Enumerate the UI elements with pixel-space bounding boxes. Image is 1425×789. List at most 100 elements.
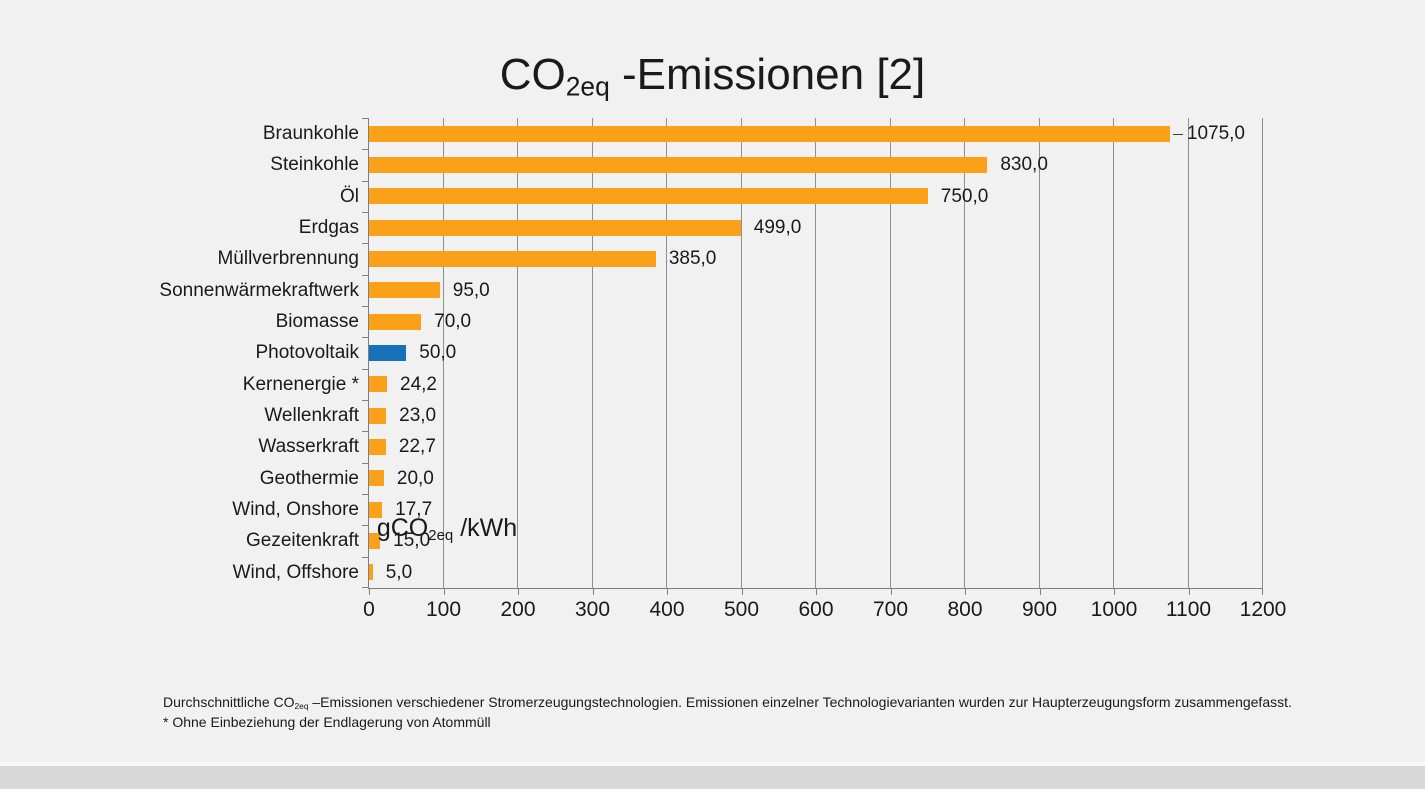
value-label: 385,0	[668, 248, 717, 270]
footnote-line-2: * Ohne Einbeziehung der Endlagerung von …	[163, 714, 491, 730]
value-label: 499,0	[753, 217, 802, 238]
x-tick-label: 400	[649, 598, 685, 621]
y-axis-tick	[362, 400, 368, 401]
x-tick-label: 900	[1021, 598, 1058, 621]
plot-area: 0 100 200 300 400 500 600 700 800 900 1000 1100 1200…	[159, 118, 1286, 621]
bar	[369, 188, 928, 205]
bar	[369, 313, 422, 330]
bar-row: Öl 750,0	[340, 181, 1263, 212]
bar	[369, 344, 407, 361]
bar-row: Wind, Offshore 5,0	[233, 557, 1263, 588]
bar	[369, 250, 656, 267]
bar	[369, 501, 383, 518]
bar-row: Biomasse 70,0	[276, 306, 1263, 337]
bar-row: Geothermie 20,0	[260, 463, 1263, 494]
y-axis-tick	[362, 494, 368, 495]
value-label: 750,0	[940, 185, 989, 207]
bar-row: Wellenkraft 23,0	[264, 400, 1263, 431]
x-axis-tick	[741, 588, 743, 595]
x-tick-label: 200	[500, 598, 536, 621]
x-tick-label: 600	[798, 598, 834, 621]
value-label: 20,0	[396, 467, 434, 489]
gridline	[1187, 118, 1189, 588]
bar-row: Wind, Onshore 17,7	[232, 494, 1263, 525]
bar-row: Erdgas 499,0	[299, 212, 1263, 243]
gridline	[1262, 118, 1263, 588]
bar-row: Müllverbrennung 385,0	[217, 243, 1263, 274]
gridline	[889, 118, 891, 588]
bar	[369, 156, 988, 173]
x-tick-label: 100	[425, 598, 462, 621]
x-axis-title: gCO2eq /kWh	[377, 514, 517, 543]
value-label: 50,0	[419, 342, 457, 364]
x-axis-tick	[592, 588, 594, 595]
x-tick-label: 1000	[1090, 598, 1138, 621]
category-label: Steinkohle	[270, 154, 359, 176]
bar-row: Kernenergie * 24,2	[243, 369, 1263, 400]
bar	[369, 219, 741, 236]
x-axis-tick	[667, 588, 668, 595]
category-label: Braunkohle	[262, 123, 359, 144]
x-tick-label: 500	[723, 598, 760, 621]
y-axis-tick	[362, 306, 368, 307]
x-axis-tick	[1114, 588, 1115, 595]
value-label: 70,0	[434, 311, 472, 332]
y-axis-tick	[362, 463, 368, 464]
bar	[369, 407, 387, 424]
x-axis-tick	[1262, 588, 1263, 595]
x-axis-tick	[369, 588, 370, 595]
x-axis-tick	[890, 588, 892, 595]
chart-title: CO2eq -Emissionen [2]	[0, 50, 1425, 100]
bar	[369, 376, 388, 393]
value-label: 95,0	[452, 279, 490, 301]
gridline	[1113, 118, 1114, 588]
x-axis-tick	[965, 588, 966, 595]
chart-title-subscript: 2eq	[565, 71, 610, 102]
bar	[369, 532, 381, 549]
y-axis-tick	[362, 525, 368, 526]
bar-row: Sonnenwärmekraftwerk 95,0	[159, 275, 1263, 306]
x-axis-tick	[1039, 588, 1041, 595]
x-tick-label: 1100	[1165, 598, 1212, 621]
footnote: Durchschnittliche CO2eq –Emissionen vers…	[163, 692, 1403, 732]
x-axis-tick	[1188, 588, 1190, 595]
bottom-strip-highlight	[0, 762, 1425, 766]
y-axis-tick	[362, 243, 368, 244]
y-axis-tick	[362, 149, 368, 150]
footnote-line-1: Durchschnittliche CO2eq –Emissionen vers…	[163, 694, 1292, 712]
x-axis-tick	[518, 588, 519, 595]
category-label: Biomasse	[275, 311, 359, 332]
x-axis-tick	[816, 588, 817, 595]
category-label: Photovoltaik	[255, 342, 359, 364]
category-label: Kernenergie *	[242, 373, 359, 395]
x-axis-tick	[443, 588, 445, 595]
gridline	[591, 118, 593, 588]
category-label: Wind, Offshore	[232, 561, 359, 583]
value-label: 5,0	[385, 561, 413, 583]
bar	[369, 564, 373, 581]
x-tick-label: 300	[574, 598, 611, 621]
bar	[369, 438, 386, 455]
bar-row: Steinkohle 830,0	[270, 149, 1263, 180]
gridline	[666, 118, 667, 588]
x-axis-title-subscript: 2eq	[428, 526, 454, 544]
value-label: 1075,0	[1186, 123, 1245, 144]
category-label: Wasserkraft	[258, 436, 359, 458]
y-axis-tick	[362, 369, 368, 370]
x-axis-title-text: gCO	[376, 514, 429, 542]
category-label: Wind, Onshore	[232, 499, 359, 520]
bar	[369, 470, 384, 487]
y-axis-tick	[362, 431, 368, 432]
bar-row: Gezeitenkraft 15,0	[246, 525, 1263, 556]
x-axis-title-suffix: /kWh	[453, 514, 518, 542]
bar-row: Braunkohle 1075,0	[263, 118, 1263, 149]
y-axis-tick	[362, 181, 368, 182]
chart-title-suffix: -Emissionen [2]	[609, 50, 926, 99]
gridline	[815, 118, 816, 588]
value-label: 17,7	[395, 499, 433, 520]
value-label: 24,2	[400, 373, 437, 395]
value-label: 830,0	[1000, 154, 1048, 176]
value-label: 23,0	[399, 405, 437, 426]
category-label: Wellenkraft	[264, 405, 359, 426]
